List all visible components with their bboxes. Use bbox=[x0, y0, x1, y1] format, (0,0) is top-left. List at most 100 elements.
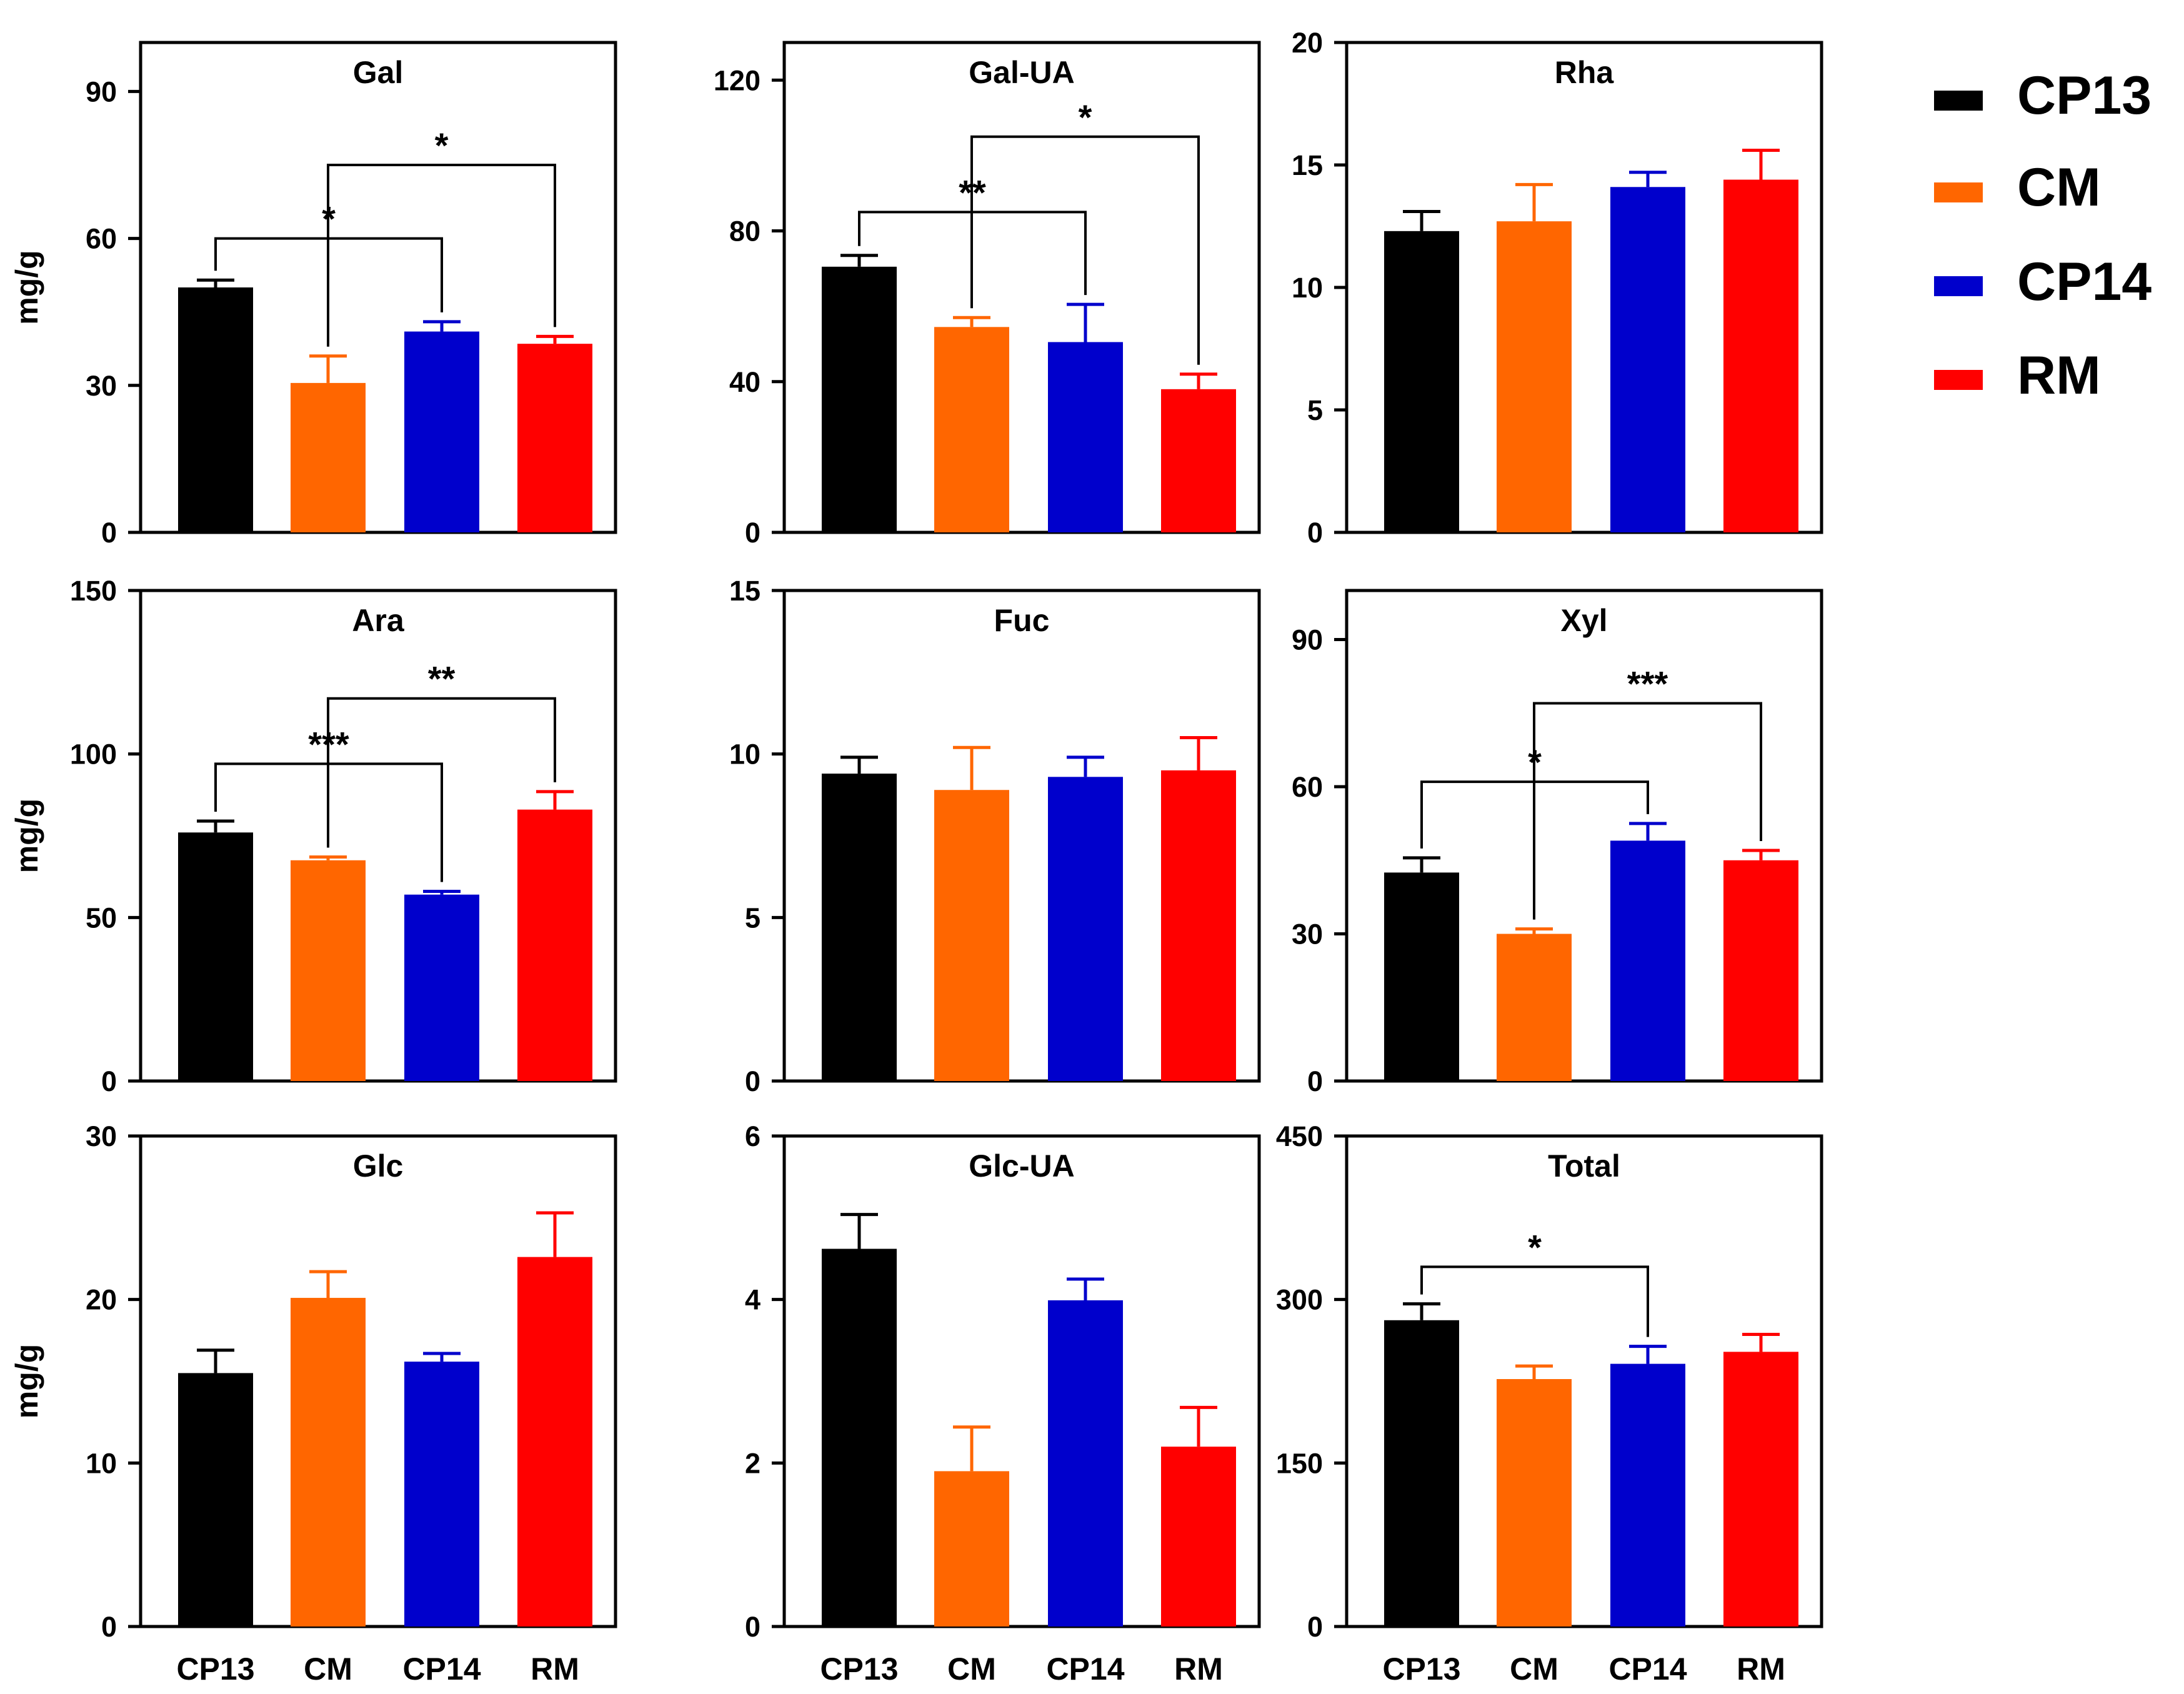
y-tick-label: 30 bbox=[86, 370, 117, 402]
y-tick-label: 0 bbox=[101, 1611, 117, 1643]
x-tick-label-cp14: CP14 bbox=[402, 1652, 481, 1687]
bar-xyl-cp13 bbox=[1384, 872, 1459, 1081]
y-tick-label: 150 bbox=[70, 575, 117, 607]
legend: CP13 CM CP14 RM bbox=[1934, 66, 2152, 406]
bar-total-rm bbox=[1723, 1352, 1798, 1627]
panel-total: Total 0 150 300 450 * CP13 CM CP14 RM bbox=[1276, 1120, 1823, 1687]
bar-total-cp14 bbox=[1610, 1363, 1685, 1627]
legend-swatch-cp14 bbox=[1934, 276, 1983, 296]
y-tick-label: 120 bbox=[714, 64, 760, 96]
y-axis-label: mg/g bbox=[9, 250, 44, 324]
y-tick-label: 50 bbox=[86, 902, 117, 934]
y-tick-label: 450 bbox=[1276, 1120, 1323, 1152]
chart-title-gal-ua: Gal-UA bbox=[969, 55, 1074, 90]
y-tick-label: 60 bbox=[1292, 771, 1323, 803]
y-tick-label: 10 bbox=[1292, 272, 1323, 304]
significance-bracket-gal-ua-1 bbox=[970, 135, 1200, 365]
x-tick-label-cp14: CP14 bbox=[1608, 1652, 1687, 1687]
chart-panels: Gal0306090mg/g**Gal-UA04080120***Rha0510… bbox=[9, 27, 1823, 1687]
y-tick-label: 0 bbox=[101, 517, 117, 549]
bar-total-cp13 bbox=[1384, 1320, 1459, 1627]
chart-title-glc-ua: Glc-UA bbox=[969, 1148, 1074, 1183]
bar-glc-ua-cp13 bbox=[822, 1248, 897, 1627]
bar-gal-cp13 bbox=[178, 287, 253, 532]
x-tick-label-rm: RM bbox=[1737, 1652, 1785, 1687]
y-tick-label: 30 bbox=[1292, 919, 1323, 950]
chart-title-ara: Ara bbox=[352, 603, 405, 638]
y-tick-label: 2 bbox=[745, 1447, 760, 1479]
plot-frame-glc-ua bbox=[782, 1134, 1261, 1628]
plot-frame-gal-ua bbox=[782, 41, 1261, 534]
bar-fuc-cp13 bbox=[822, 774, 897, 1081]
significance-bracket-gal-1 bbox=[327, 164, 556, 347]
y-tick-label: 20 bbox=[1292, 27, 1323, 59]
bar-fuc-rm bbox=[1161, 770, 1236, 1081]
legend-label-cm: CM bbox=[2017, 157, 2101, 217]
legend-swatch-cp13 bbox=[1934, 91, 1983, 111]
chart-title-glc: Glc bbox=[353, 1148, 404, 1183]
y-tick-label: 60 bbox=[86, 223, 117, 255]
x-tick-label-cm: CM bbox=[304, 1652, 352, 1687]
plot-frame-glc bbox=[139, 1134, 617, 1628]
x-tick-label-cp13: CP13 bbox=[176, 1652, 254, 1687]
significance-bracket-ara-1 bbox=[327, 697, 556, 848]
y-tick-label: 15 bbox=[1292, 149, 1323, 181]
y-tick-label: 4 bbox=[745, 1284, 760, 1316]
bar-total-cm bbox=[1497, 1379, 1572, 1627]
y-tick-label: 90 bbox=[1292, 624, 1323, 656]
bar-gal-rm bbox=[517, 344, 592, 532]
chart-title-total: Total bbox=[1548, 1148, 1620, 1183]
bar-rha-cp13 bbox=[1384, 231, 1459, 532]
legend-entry-cm: CM bbox=[1934, 157, 2101, 217]
legend-entry-cp13: CP13 bbox=[1934, 66, 2152, 126]
y-tick-label: 100 bbox=[70, 739, 117, 770]
bar-gal-cm bbox=[291, 382, 366, 532]
significance-label-total-0: * bbox=[1528, 1227, 1542, 1267]
y-axis-label: mg/g bbox=[9, 1344, 44, 1418]
y-tick-label: 10 bbox=[86, 1447, 117, 1479]
legend-entry-rm: RM bbox=[1934, 346, 2101, 406]
y-tick-label: 5 bbox=[1307, 394, 1323, 426]
panel-glc: Glc 0 10 20 30 mg/g CP13 CM CP14 RM bbox=[9, 1120, 617, 1687]
bar-ara-rm bbox=[517, 809, 592, 1081]
bar-ara-cp13 bbox=[178, 832, 253, 1081]
bar-gal-ua-cp14 bbox=[1048, 342, 1123, 532]
bar-glc-ua-cp14 bbox=[1048, 1300, 1123, 1627]
y-tick-label: 300 bbox=[1276, 1284, 1323, 1316]
plot-frame-ara bbox=[139, 589, 617, 1083]
plot-frame-gal bbox=[139, 41, 617, 534]
y-tick-label: 150 bbox=[1276, 1447, 1323, 1479]
bar-xyl-cp14 bbox=[1610, 840, 1685, 1081]
bar-gal-cp14 bbox=[404, 331, 479, 532]
bar-xyl-cm bbox=[1497, 934, 1572, 1081]
y-tick-label: 0 bbox=[745, 1611, 760, 1643]
bar-glc-cp14 bbox=[404, 1362, 479, 1627]
bar-xyl-rm bbox=[1723, 860, 1798, 1081]
x-tick-label-rm: RM bbox=[1174, 1652, 1223, 1687]
y-tick-label: 0 bbox=[1307, 1065, 1323, 1097]
y-tick-label: 20 bbox=[86, 1284, 117, 1316]
bar-gal-ua-rm bbox=[1161, 389, 1236, 532]
bar-fuc-cm bbox=[934, 790, 1009, 1081]
legend-entry-cp14: CP14 bbox=[1934, 252, 2152, 312]
bar-ara-cp14 bbox=[404, 894, 479, 1081]
x-tick-label-cm: CM bbox=[947, 1652, 996, 1687]
x-tick-label-cp13: CP13 bbox=[1382, 1652, 1460, 1687]
plot-frame-fuc bbox=[782, 589, 1261, 1083]
y-axis-label: mg/g bbox=[9, 799, 44, 873]
chart-title-xyl: Xyl bbox=[1560, 603, 1607, 638]
x-tick-label-cp14: CP14 bbox=[1046, 1652, 1124, 1687]
y-tick-label: 0 bbox=[1307, 1611, 1323, 1643]
y-tick-label: 0 bbox=[1307, 517, 1323, 549]
significance-label-ara-1: ** bbox=[428, 659, 456, 699]
legend-label-rm: RM bbox=[2017, 346, 2101, 406]
x-tick-label-cm: CM bbox=[1510, 1652, 1558, 1687]
bar-ara-cm bbox=[291, 860, 366, 1081]
plot-frame-xyl bbox=[1345, 589, 1823, 1083]
y-tick-label: 5 bbox=[745, 902, 760, 934]
y-tick-label: 6 bbox=[745, 1120, 760, 1152]
